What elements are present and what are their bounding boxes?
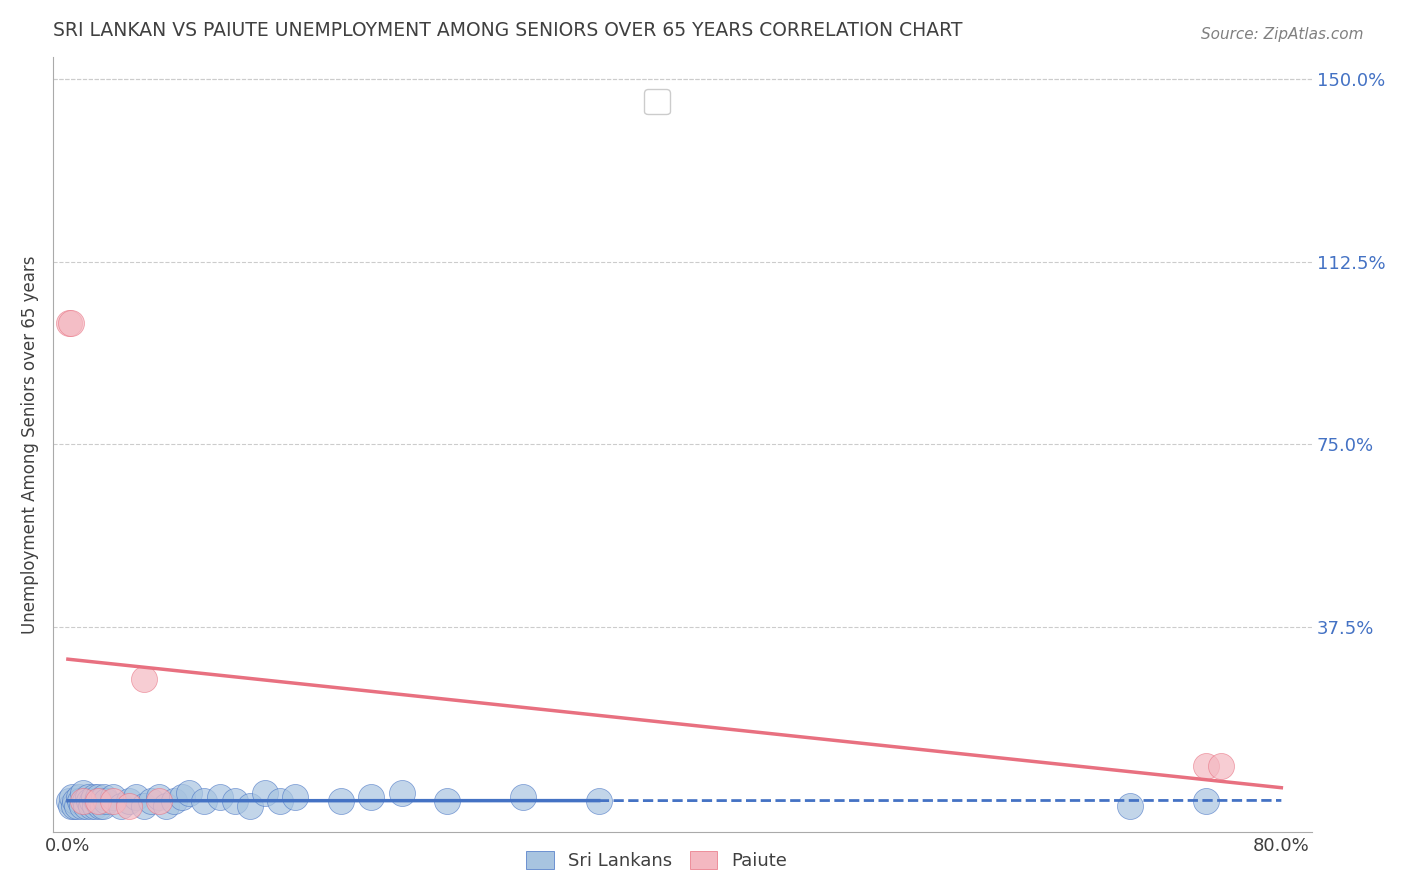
Point: [73, 794, 96, 808]
Point: [179, 786, 201, 800]
Point: [163, 794, 186, 808]
Point: [1194, 794, 1216, 808]
Point: [77, 794, 100, 808]
Point: [117, 794, 139, 808]
Point: [86, 794, 108, 808]
Point: [1118, 798, 1140, 813]
Point: [269, 794, 291, 808]
Point: [87, 794, 110, 808]
Point: [103, 794, 125, 808]
Point: [254, 786, 277, 800]
Point: [84, 798, 107, 813]
Point: [58, 794, 80, 808]
Point: [94, 794, 117, 808]
Point: [93, 790, 115, 805]
Point: [59, 798, 82, 813]
Point: [436, 794, 458, 808]
Point: [224, 794, 246, 808]
Point: [1209, 759, 1232, 773]
Point: [148, 790, 170, 805]
Point: [170, 790, 193, 805]
Point: [329, 794, 352, 808]
Point: [284, 790, 307, 805]
Point: [148, 794, 170, 808]
Point: [63, 798, 86, 813]
Point: [110, 798, 132, 813]
Point: [588, 794, 610, 808]
Point: [132, 672, 155, 686]
Point: [193, 794, 215, 808]
Point: [132, 798, 155, 813]
Point: [90, 794, 112, 808]
Point: [82, 794, 104, 808]
Text: SRI LANKAN VS PAIUTE UNEMPLOYMENT AMONG SENIORS OVER 65 YEARS CORRELATION CHART: SRI LANKAN VS PAIUTE UNEMPLOYMENT AMONG …: [52, 21, 962, 40]
Point: [91, 798, 114, 813]
Legend: Sri Lankans, Paiute: Sri Lankans, Paiute: [519, 844, 794, 878]
Point: [58, 316, 80, 330]
Y-axis label: Unemployment Among Seniors over 65 years: Unemployment Among Seniors over 65 years: [21, 255, 39, 633]
Point: [208, 790, 231, 805]
Point: [69, 794, 91, 808]
Point: [512, 790, 534, 805]
Point: [391, 786, 413, 800]
Point: [117, 798, 139, 813]
Point: [75, 798, 97, 813]
Point: [141, 794, 163, 808]
Point: [239, 798, 262, 813]
Text: Source: ZipAtlas.com: Source: ZipAtlas.com: [1201, 27, 1364, 42]
Point: [72, 786, 94, 800]
Point: [83, 790, 105, 805]
Point: [79, 798, 101, 813]
Point: [125, 790, 148, 805]
Point: [70, 798, 93, 813]
Point: [67, 790, 90, 805]
Point: [1194, 759, 1216, 773]
Point: [76, 790, 98, 805]
Point: [89, 798, 111, 813]
Point: [59, 316, 82, 330]
Point: [66, 798, 89, 813]
Point: [360, 790, 382, 805]
Point: [87, 790, 110, 805]
Point: [72, 794, 94, 808]
Point: [155, 798, 177, 813]
Point: [65, 794, 87, 808]
Point: [62, 790, 84, 805]
Point: [103, 790, 125, 805]
